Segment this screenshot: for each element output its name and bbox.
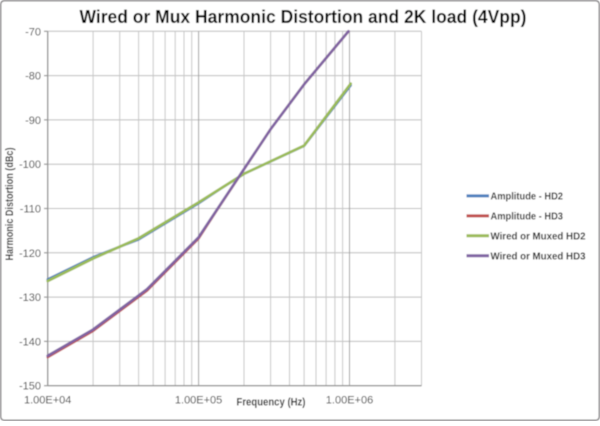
svg-text:Wired or Mux Harmonic Distorti: Wired or Mux Harmonic Distortion and 2K … bbox=[80, 7, 527, 27]
svg-text:1.00E+05: 1.00E+05 bbox=[175, 395, 222, 407]
svg-text:1.00E+04: 1.00E+04 bbox=[24, 395, 71, 407]
svg-text:Wired or Muxed HD3: Wired or Muxed HD3 bbox=[491, 251, 586, 263]
svg-text:-80: -80 bbox=[25, 71, 41, 83]
svg-text:Wired or Muxed HD2: Wired or Muxed HD2 bbox=[491, 230, 586, 242]
svg-text:-150: -150 bbox=[19, 381, 41, 393]
svg-text:-110: -110 bbox=[20, 204, 41, 216]
svg-text:Frequency (Hz): Frequency (Hz) bbox=[237, 397, 306, 409]
svg-text:Amplitude - HD2: Amplitude - HD2 bbox=[491, 191, 564, 203]
svg-text:-70: -70 bbox=[25, 26, 41, 38]
svg-text:-130: -130 bbox=[19, 292, 41, 304]
svg-text:-120: -120 bbox=[19, 248, 41, 260]
svg-text:Amplitude - HD3: Amplitude - HD3 bbox=[491, 211, 564, 223]
svg-text:1.00E+06: 1.00E+06 bbox=[326, 395, 373, 407]
svg-text:-90: -90 bbox=[25, 115, 41, 127]
svg-text:-100: -100 bbox=[19, 159, 41, 171]
svg-text:Harmonic Distortion (dBc): Harmonic Distortion (dBc) bbox=[4, 147, 16, 260]
svg-text:-140: -140 bbox=[19, 336, 41, 348]
